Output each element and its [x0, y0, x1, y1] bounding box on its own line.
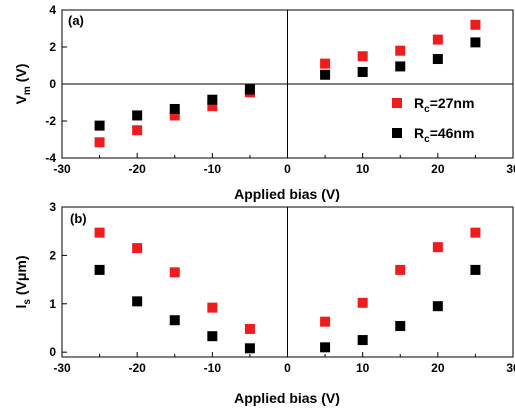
point-b-series1-9: [470, 264, 481, 275]
point-b-series0-6: [357, 297, 368, 308]
point-a-series0-7: [395, 45, 406, 56]
point-a-series0-9: [470, 19, 481, 30]
legend-46nm-sub: c: [424, 134, 430, 145]
point-a-series0-0: [94, 137, 105, 148]
point-a-series1-2: [169, 103, 180, 114]
point-a-series1-1: [132, 110, 143, 121]
x-tick-label-a-5: 20: [431, 162, 445, 176]
legend-label-27nm: Rc=27nm: [414, 95, 474, 115]
y-axis-label-b-main: l: [13, 305, 29, 309]
x-tick-label-b-6: 30: [506, 361, 515, 375]
legend-swatch-46nm: [392, 128, 402, 138]
x-tick-label-b-4: 10: [356, 361, 370, 375]
y-tick-label-a-0: -4: [45, 151, 56, 165]
legend-27nm-rest: =27nm: [430, 95, 475, 111]
point-b-series0-3: [207, 302, 218, 313]
point-a-series1-5: [320, 69, 331, 80]
point-b-series0-4: [244, 323, 255, 334]
point-a-series0-2: [169, 110, 180, 121]
point-a-series1-6: [357, 66, 368, 77]
point-a-series0-5: [320, 58, 331, 69]
point-a-series0-6: [357, 51, 368, 62]
panel-label-a: (a): [68, 13, 84, 28]
point-a-series1-4: [244, 84, 255, 95]
legend-27nm-sub: c: [424, 104, 430, 115]
y-tick-label-a-2: 0: [49, 77, 56, 91]
x-tick-label-a-0: -30: [53, 162, 71, 176]
x-tick-label-a-6: 30: [506, 162, 515, 176]
x-tick-label-b-1: -20: [128, 361, 146, 375]
point-a-series1-8: [432, 54, 443, 65]
point-b-series1-7: [395, 321, 406, 332]
x-tick-label-a-2: -10: [204, 162, 222, 176]
legend-46nm-main: R: [414, 125, 424, 141]
x-tick-label-b-5: 20: [431, 361, 445, 375]
point-b-series0-1: [132, 243, 143, 254]
point-b-series0-8: [432, 242, 443, 253]
point-a-series0-3: [207, 101, 218, 112]
legend-swatch-27nm: [392, 98, 402, 108]
ticks-b: -30 -20 -10 0 10 20 30 0 1 2 3: [49, 200, 515, 375]
point-a-series1-9: [470, 37, 481, 48]
point-b-series1-6: [357, 335, 368, 346]
y-tick-label-b-0: 0: [49, 345, 56, 359]
y-tick-label-b-2: 2: [49, 248, 56, 262]
point-b-series1-4: [244, 343, 255, 354]
x-axis-label-b: Applied bias (V): [234, 390, 340, 406]
x-tick-label-a-1: -20: [128, 162, 146, 176]
point-a-series1-3: [207, 94, 218, 105]
y-axis-label-b-unit: (Vμm): [13, 255, 29, 299]
y-tick-label-b-3: 3: [49, 200, 56, 214]
points-b: [94, 227, 481, 354]
point-b-series0-0: [94, 227, 105, 238]
legend: Rc=27nm Rc=46nm: [392, 95, 474, 145]
point-a-series1-7: [395, 61, 406, 72]
point-b-series0-9: [470, 227, 481, 238]
point-b-series0-5: [320, 316, 331, 327]
x-tick-label-b-3: 0: [284, 361, 291, 375]
panel-b: -30 -20 -10 0 10 20 30 0 1 2 3 (b) Applied bias (V…: [13, 200, 515, 406]
point-b-series1-5: [320, 342, 331, 353]
point-b-series1-3: [207, 331, 218, 342]
y-axis-label-b: ls (Vμm): [13, 255, 33, 308]
point-b-series0-2: [169, 267, 180, 278]
legend-27nm-main: R: [414, 95, 424, 111]
points-a: [94, 19, 481, 148]
x-tick-label-b-0: -30: [53, 361, 71, 375]
y-axis-label-a-unit: (V): [13, 64, 29, 87]
point-b-series1-0: [94, 264, 105, 275]
y-axis-label-a-sub: m: [22, 86, 33, 95]
point-a-series0-1: [132, 125, 143, 136]
y-tick-label-a-4: 4: [49, 3, 56, 17]
y-axis-label-a: Vm (V): [13, 64, 33, 105]
legend-46nm-rest: =46nm: [430, 125, 475, 141]
y-axis-label-b-sub: s: [22, 299, 33, 305]
y-tick-label-a-1: -2: [45, 114, 56, 128]
point-b-series1-8: [432, 301, 443, 312]
x-axis-label-a: Applied bias (V): [234, 186, 340, 202]
y-tick-label-b-1: 1: [49, 297, 56, 311]
y-tick-label-a-3: 2: [49, 40, 56, 54]
point-b-series0-7: [395, 264, 406, 275]
x-tick-label-a-4: 10: [356, 162, 370, 176]
x-tick-label-a-3: 0: [284, 162, 291, 176]
point-a-series1-0: [94, 120, 105, 131]
point-b-series1-2: [169, 315, 180, 326]
y-axis-label-a-main: V: [13, 94, 29, 104]
point-b-series1-1: [132, 296, 143, 307]
point-a-series0-8: [432, 34, 443, 45]
legend-label-46nm: Rc=46nm: [414, 125, 474, 145]
panel-label-b: (b): [70, 211, 87, 226]
x-tick-label-b-2: -10: [204, 361, 222, 375]
